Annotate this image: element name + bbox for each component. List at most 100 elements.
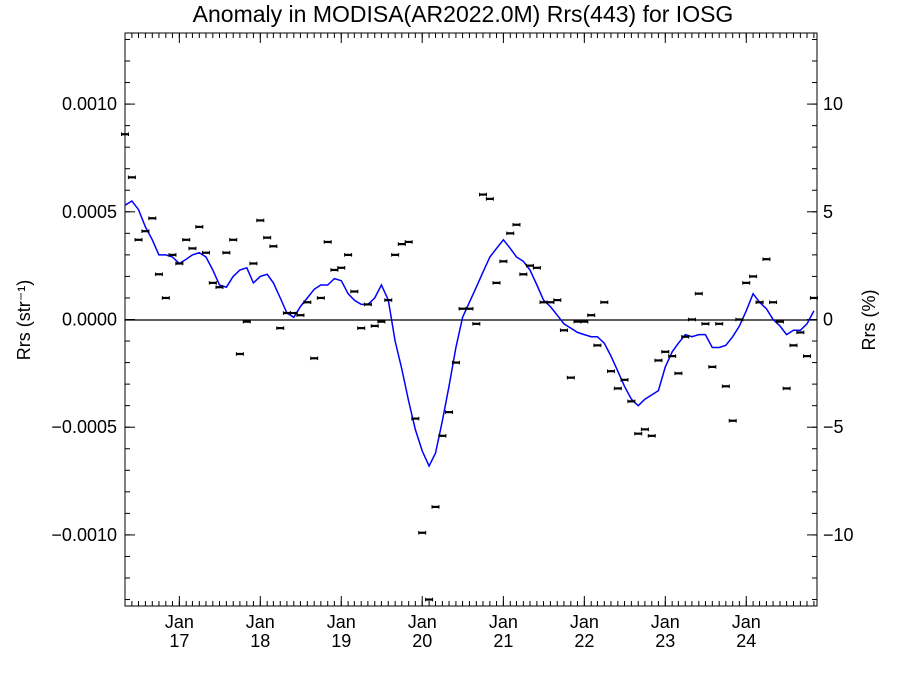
data-point: [215, 285, 224, 289]
y-tick-label-left: 0.0010: [62, 94, 117, 114]
data-point: [431, 505, 440, 509]
x-tick-label-year: 24: [736, 631, 756, 651]
data-point: [269, 244, 278, 249]
data-point: [344, 253, 353, 257]
y-tick-label-left: 0.0000: [62, 310, 117, 330]
data-point: [721, 384, 730, 389]
data-point: [492, 281, 501, 285]
x-tick-label-year: 21: [493, 631, 513, 651]
data-point: [687, 317, 696, 322]
data-point: [627, 399, 636, 404]
data-point: [276, 326, 285, 330]
data-point: [701, 322, 710, 326]
data-point: [188, 246, 197, 251]
data-point: [769, 300, 778, 305]
data-point: [316, 296, 325, 300]
data-point: [580, 319, 589, 324]
x-tick-label-month: Jan: [732, 612, 761, 632]
data-point: [154, 272, 163, 277]
y-axis-left: 0.0010 0.0005 0.0000 −0.0005 −0.0010: [51, 38, 135, 601]
data-point: [397, 242, 406, 246]
data-point: [809, 296, 818, 300]
data-point: [222, 250, 231, 255]
data-point: [499, 259, 508, 264]
data-point: [438, 434, 447, 438]
data-point: [728, 418, 737, 423]
data-point: [404, 240, 413, 244]
x-tick-label-month: Jan: [651, 612, 680, 632]
data-point: [613, 386, 622, 391]
data-point: [425, 597, 434, 602]
data-point: [735, 317, 744, 322]
x-tick-label-year: 20: [412, 631, 432, 651]
data-point: [775, 319, 784, 324]
data-point: [201, 250, 210, 255]
data-point: [620, 378, 629, 382]
data-point: [134, 237, 143, 242]
data-point: [803, 354, 812, 358]
data-point: [168, 253, 177, 257]
y-tick-label-right: 10: [823, 94, 843, 114]
data-point: [506, 231, 515, 236]
y-tick-label-left: −0.0010: [51, 525, 117, 545]
data-point: [370, 324, 379, 328]
data-point: [451, 360, 460, 365]
data-point: [411, 416, 420, 421]
data-point: [296, 313, 305, 317]
data-point: [512, 222, 521, 227]
data-point: [175, 261, 184, 266]
y-axis-label-right: Rrs (%): [859, 290, 879, 351]
y-axis-right: 10 5 0 −5 −10: [807, 38, 854, 601]
y-axis-label-left: Rrs (str⁻¹): [14, 280, 34, 360]
data-point: [782, 386, 791, 391]
data-point: [357, 326, 366, 330]
x-tick-label-month: Jan: [489, 612, 518, 632]
data-point: [310, 356, 319, 361]
x-tick-label-year: 18: [250, 631, 270, 651]
data-point: [127, 175, 136, 180]
data-point: [742, 281, 751, 285]
data-point: [478, 192, 487, 197]
data-point: [229, 237, 238, 242]
x-tick-label-month: Jan: [570, 612, 599, 632]
data-point: [762, 257, 771, 261]
data-point: [606, 369, 615, 373]
data-point: [235, 352, 244, 356]
data-point: [634, 431, 643, 436]
x-tick-label-year: 17: [169, 631, 189, 651]
x-tick-label-month: Jan: [327, 612, 356, 632]
data-point: [640, 427, 649, 432]
data-point: [553, 298, 562, 302]
data-point: [242, 319, 251, 324]
data-point: [121, 132, 129, 137]
data-point: [715, 322, 724, 326]
data-point: [323, 240, 332, 244]
x-tick-label-month: Jan: [408, 612, 437, 632]
data-point: [796, 330, 805, 335]
x-tick-label-month: Jan: [246, 612, 275, 632]
data-point: [256, 218, 265, 223]
data-point: [755, 300, 764, 305]
data-point: [330, 268, 339, 272]
data-point: [593, 343, 602, 348]
y-tick-label-left: −0.0005: [51, 417, 117, 437]
data-point: [694, 291, 703, 296]
data-point: [668, 354, 677, 358]
data-point: [789, 343, 798, 348]
data-point: [566, 375, 575, 380]
data-point: [445, 410, 454, 414]
data-point: [182, 237, 191, 242]
data-point: [263, 235, 272, 240]
data-point: [681, 334, 690, 339]
data-point: [148, 216, 157, 221]
y-tick-label-right: 5: [823, 202, 833, 222]
data-point: [749, 274, 758, 279]
data-point: [337, 266, 346, 270]
x-tick-label-month: Jan: [165, 612, 194, 632]
data-point: [391, 253, 400, 257]
data-point: [303, 300, 312, 305]
x-tick-label-year: 22: [574, 631, 594, 651]
data-point: [587, 313, 596, 317]
data-point: [208, 281, 217, 285]
